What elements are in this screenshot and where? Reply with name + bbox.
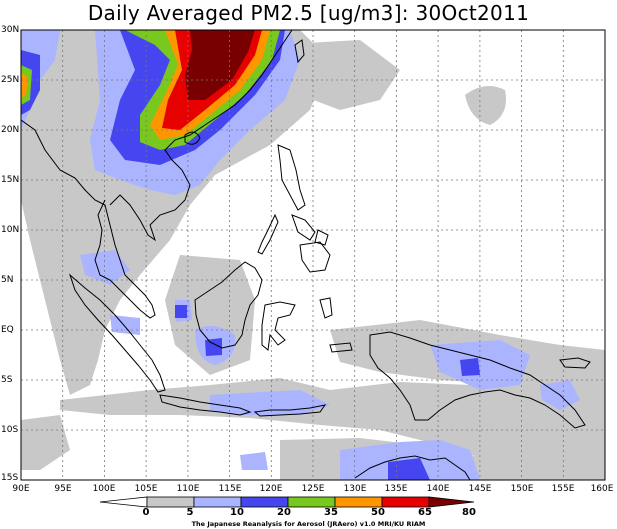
coastline-sulawesi [261, 301, 296, 351]
lat-label: 5N [1, 275, 14, 285]
pm25-lightblue-region [80, 250, 130, 285]
coastline-borneo [194, 261, 263, 349]
coastline-java [159, 394, 252, 416]
credit-line: The Japanese Reanalysis for Aerosol (JRA… [191, 520, 426, 528]
coastlines [21, 30, 591, 480]
colorbar-label: 35 [324, 507, 338, 518]
map-frame [20, 29, 606, 481]
colorbar-arrow-low [99, 496, 148, 508]
lat-label: EQ [1, 325, 14, 335]
coastline-new-britain [559, 357, 591, 369]
pm25-lightblue-region [240, 452, 268, 470]
colorbar-swatch [240, 496, 289, 508]
pm25-blue-region [460, 358, 480, 376]
colorbar-label: 5 [186, 507, 194, 518]
colorbar-swatch [334, 496, 383, 508]
coastline-hainan [184, 131, 201, 145]
pm25-blue-region [205, 338, 222, 356]
coastline-seram [329, 342, 353, 353]
lon-label: 160E [590, 484, 614, 494]
colorbar-label: 10 [230, 507, 244, 518]
lat-label: 10S [1, 425, 19, 435]
lat-label: 30N [1, 25, 20, 35]
colorbar-label: 50 [371, 507, 385, 518]
lon-label: 120E [259, 484, 283, 494]
graticule [21, 30, 605, 480]
lon-label: 140E [426, 484, 450, 494]
lat-label: 25N [1, 75, 20, 85]
colorbar-swatch [381, 496, 430, 508]
map-title: Daily Averaged PM2.5 [ug/m3]: 30Oct2011 [87, 1, 530, 25]
pm25-blue-region [175, 305, 187, 318]
coastline-halmahera [319, 297, 333, 319]
coastline-mindanao [299, 241, 331, 273]
lon-label: 125E [301, 484, 325, 494]
colorbar-arrow-high [428, 496, 475, 508]
lat-label: 15N [1, 175, 20, 185]
colorbar-swatch [193, 496, 242, 508]
lon-label: 135E [384, 484, 408, 494]
pm25-gray-region [21, 415, 70, 470]
lon-label: 95E [54, 484, 72, 494]
coastline-luzon [277, 144, 306, 211]
lon-label: 100E [92, 484, 116, 494]
pm25-darkred-region [185, 30, 255, 100]
lat-label: 10N [1, 225, 20, 235]
lat-label: 5S [1, 375, 13, 385]
lat-label: 15S [1, 473, 19, 483]
coastline-taiwan [294, 39, 305, 64]
lon-label: 105E [134, 484, 158, 494]
lon-label: 90E [12, 484, 30, 494]
lon-label: 110E [176, 484, 200, 494]
colorbar-label: 65 [418, 507, 432, 518]
coastline-lesser-sunda [253, 404, 327, 417]
lon-label: 115E [218, 484, 242, 494]
lon-label: 145E [468, 484, 492, 494]
coastline-new-guinea [369, 331, 586, 429]
lon-label: 150E [510, 484, 534, 494]
colorbar-swatch [146, 496, 195, 508]
coastline-palawan [257, 213, 279, 255]
coastline-mainland [21, 30, 293, 319]
pm25-gray-region [465, 86, 506, 125]
pm25-orange-region [21, 72, 28, 98]
lon-label: 130E [343, 484, 367, 494]
colorbar-label: 0 [142, 507, 150, 518]
coastline-sumatra [68, 273, 166, 393]
colorbar-swatch [287, 496, 336, 508]
coastline-australia [354, 455, 471, 480]
coastline-visayas [291, 214, 329, 246]
colorbar-label: 80 [462, 507, 476, 518]
pm25-blue-region [388, 458, 430, 480]
lon-label: 155E [551, 484, 575, 494]
colorbar-label: 20 [277, 507, 291, 518]
lat-label: 20N [1, 125, 20, 135]
